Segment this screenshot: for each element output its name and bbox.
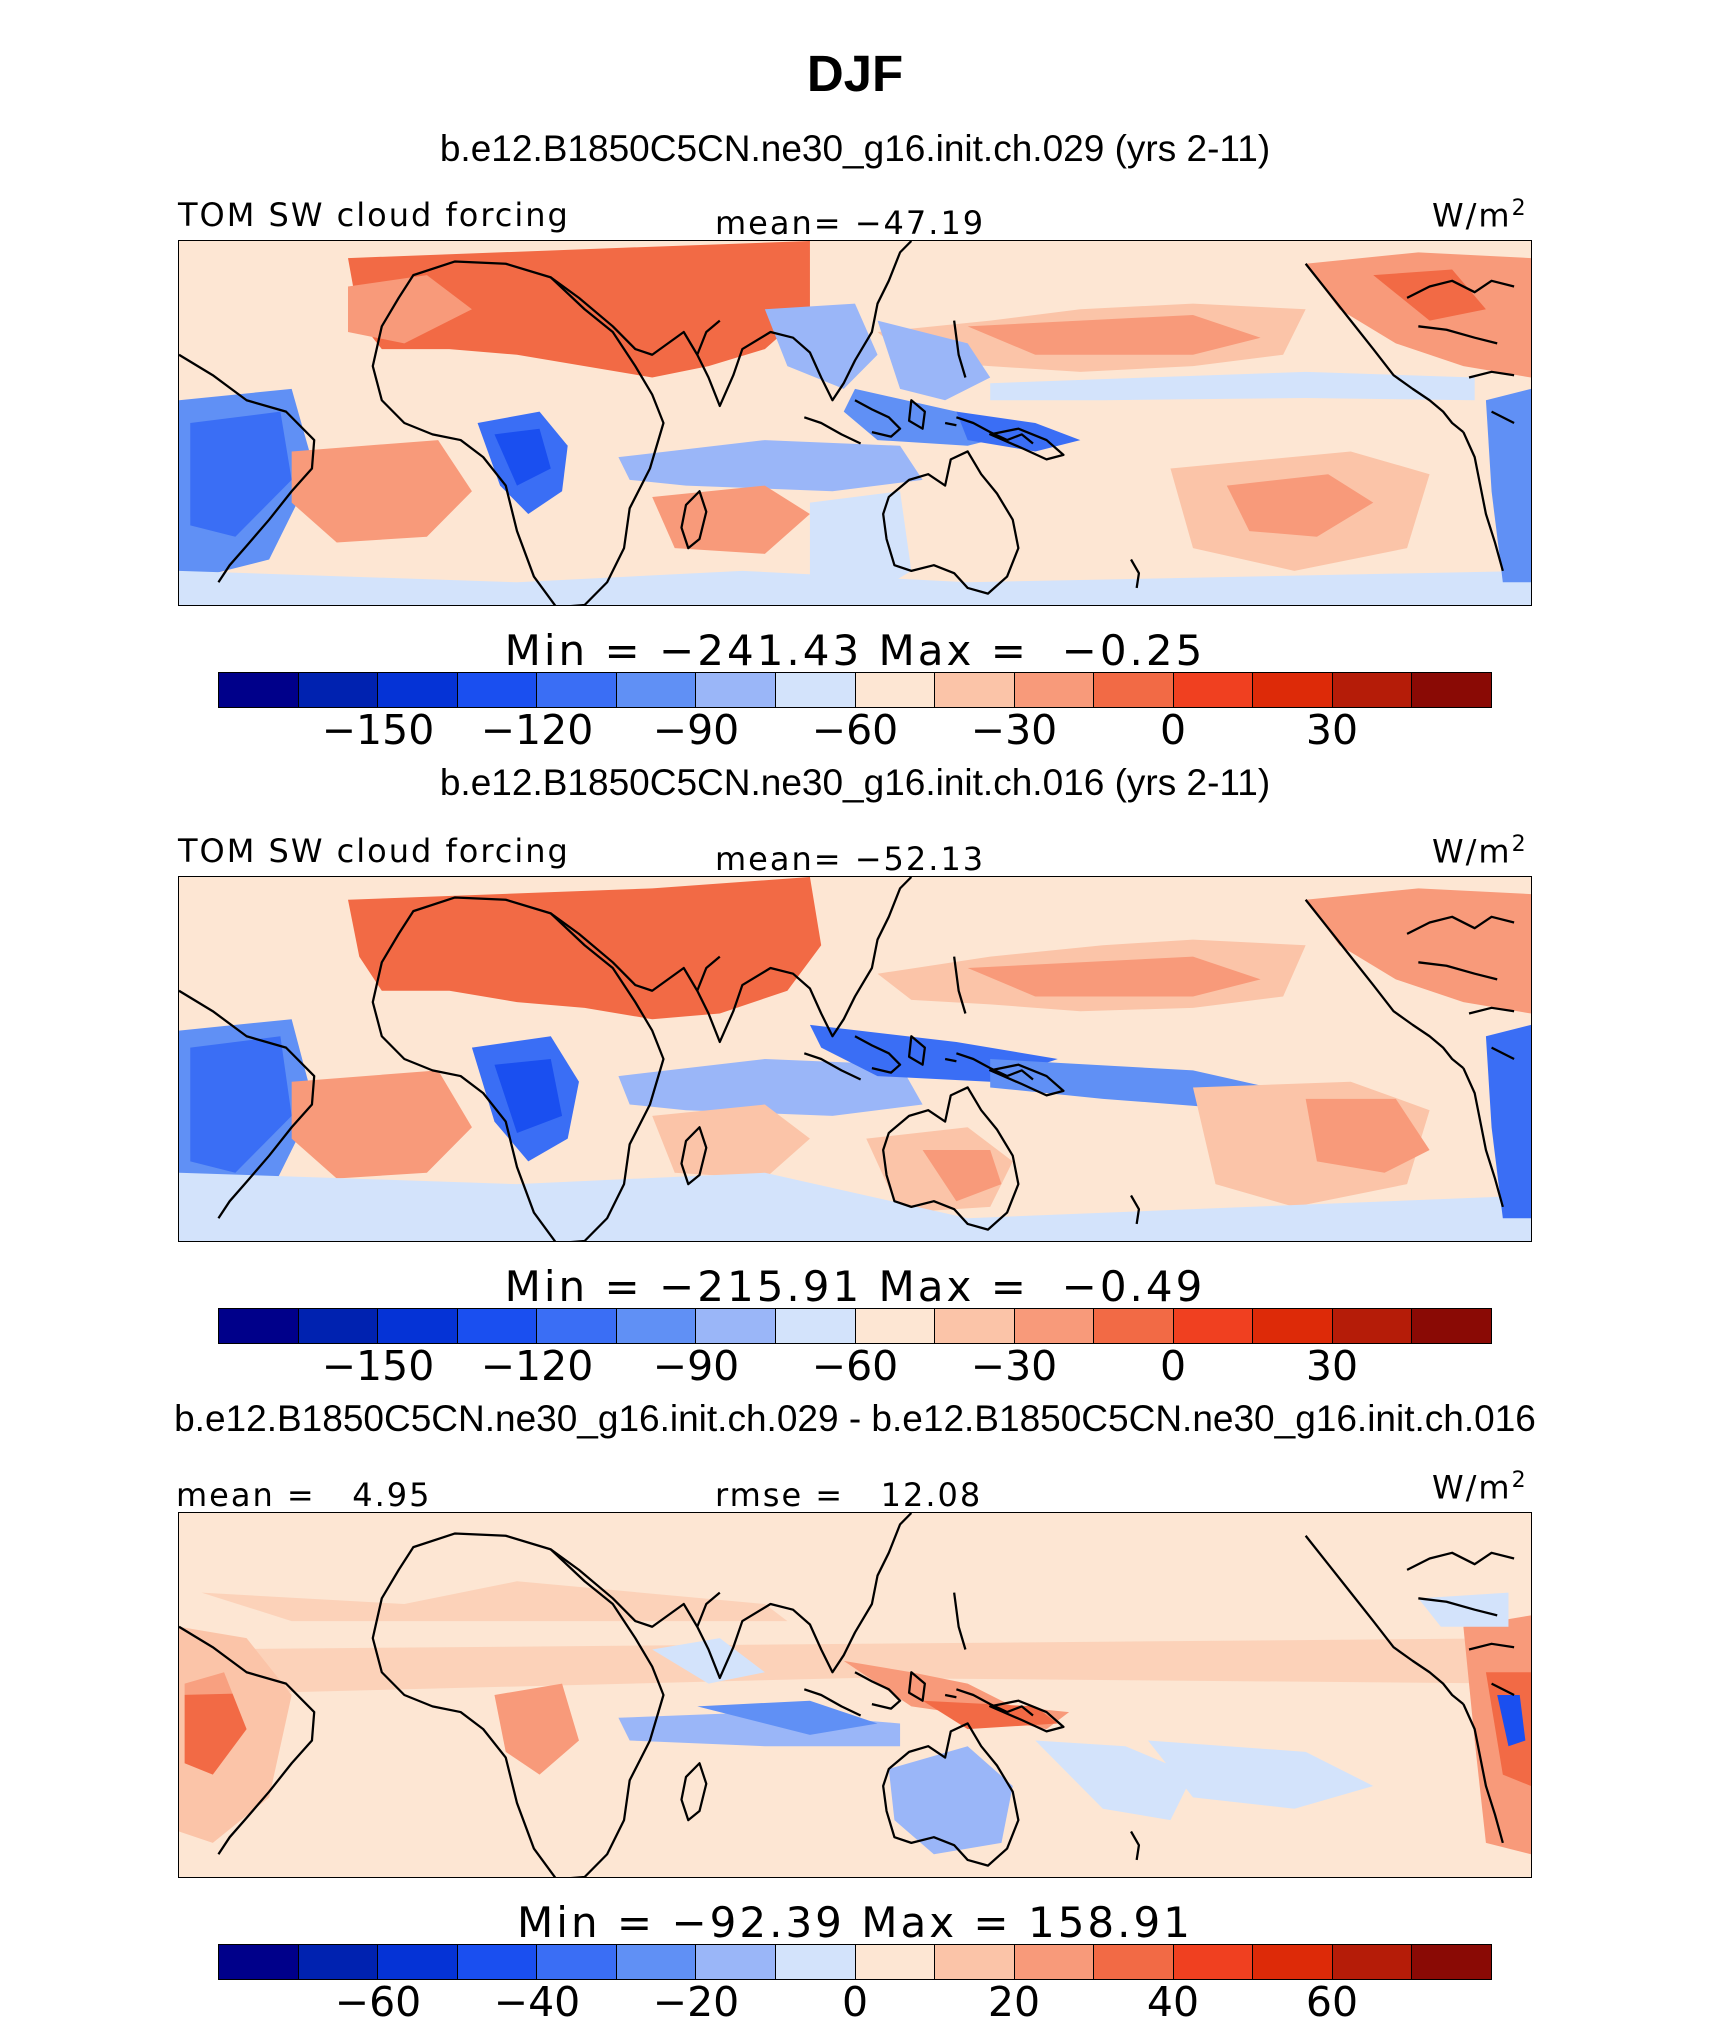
panel-1-subtitle: b.e12.B1850C5CN.ne30_g16.init.ch.029 (yr…: [439, 128, 1271, 169]
colorbar-swatch: [457, 673, 538, 707]
panel-1-units: W/m2: [1432, 196, 1528, 235]
colorbar-swatch: [775, 673, 856, 707]
panel-2-mean-label: mean= −52.13: [715, 840, 986, 878]
panel-2-tick: 0: [1159, 1342, 1187, 1390]
colorbar-swatch: [219, 1309, 299, 1343]
colorbar-swatch: [378, 1945, 458, 1979]
panel-2-tick: −60: [811, 1342, 899, 1390]
page-title: DJF: [806, 45, 904, 102]
colorbar-swatch: [696, 673, 776, 707]
panel-1-tick: −60: [811, 706, 899, 754]
colorbar-swatch: [1094, 1945, 1174, 1979]
colorbar-swatch: [1094, 1309, 1174, 1343]
panel-2-units: W/m2: [1432, 832, 1528, 871]
panel-2-tick: −150: [321, 1342, 435, 1390]
colorbar-swatch: [1173, 1945, 1254, 1979]
colorbar-swatch: [1014, 673, 1095, 707]
colorbar-swatch: [219, 1945, 299, 1979]
colorbar-swatch: [855, 1309, 936, 1343]
colorbar-swatch: [1014, 1309, 1095, 1343]
panel-1-map: [178, 240, 1532, 606]
panel-2-tick: 30: [1305, 1342, 1359, 1390]
panel-1-tick: −30: [970, 706, 1058, 754]
colorbar-swatch: [1094, 673, 1174, 707]
panel-3-tick: −40: [493, 1978, 581, 2026]
colorbar-swatch: [1332, 1309, 1413, 1343]
colorbar-swatch: [298, 673, 379, 707]
colorbar-swatch: [696, 1309, 776, 1343]
colorbar-swatch: [219, 673, 299, 707]
panel-1-tick: −90: [652, 706, 740, 754]
panel-2-field-label: TOM SW cloud forcing: [178, 832, 570, 870]
panel-3-subtitle: b.e12.B1850C5CN.ne30_g16.init.ch.029 - b…: [174, 1398, 1536, 1439]
panel-1-minmax: Min = −241.43 Max = −0.25: [504, 626, 1206, 675]
colorbar-swatch: [855, 673, 936, 707]
colorbar-swatch: [1014, 1945, 1095, 1979]
panel-2-tick: −30: [970, 1342, 1058, 1390]
colorbar-swatch: [855, 1945, 936, 1979]
colorbar-swatch: [1332, 1945, 1413, 1979]
colorbar-swatch: [1253, 1309, 1333, 1343]
colorbar-swatch: [537, 1945, 617, 1979]
panel-2-minmax: Min = −215.91 Max = −0.49: [504, 1262, 1206, 1311]
colorbar-swatch: [696, 1945, 776, 1979]
colorbar-swatch: [378, 673, 458, 707]
colorbar-swatch: [1173, 1309, 1254, 1343]
colorbar-swatch: [537, 1309, 617, 1343]
colorbar-swatch: [775, 1309, 856, 1343]
panel-1-tick: 30: [1305, 706, 1359, 754]
colorbar-swatch: [1412, 1309, 1491, 1343]
colorbar-swatch: [537, 673, 617, 707]
panel-1-mean-label: mean= −47.19: [715, 204, 986, 242]
panel-2-map: [178, 876, 1532, 1242]
colorbar-swatch: [1412, 673, 1491, 707]
colorbar-swatch: [1412, 1945, 1491, 1979]
colorbar-swatch: [616, 1945, 697, 1979]
panel-3-tick: 60: [1305, 1978, 1359, 2026]
colorbar-swatch: [616, 673, 697, 707]
colorbar-swatch: [935, 1309, 1015, 1343]
panel-3-tick: 20: [987, 1978, 1041, 2026]
colorbar-swatch: [1253, 1945, 1333, 1979]
panel-2-colorbar: [218, 1308, 1492, 1344]
panel-3-minmax: Min = −92.39 Max = 158.91: [517, 1898, 1193, 1947]
colorbar-swatch: [457, 1309, 538, 1343]
panel-3-tick: −60: [334, 1978, 422, 2026]
panel-3-tick: 40: [1146, 1978, 1200, 2026]
colorbar-swatch: [616, 1309, 697, 1343]
panel-3-rmse-label: rmse = 12.08: [715, 1476, 983, 1514]
panel-3-colorbar: [218, 1944, 1492, 1980]
colorbar-swatch: [298, 1309, 379, 1343]
colorbar-swatch: [378, 1309, 458, 1343]
panel-3-units: W/m2: [1432, 1468, 1528, 1507]
colorbar-swatch: [935, 673, 1015, 707]
panel-1-tick: −120: [480, 706, 594, 754]
colorbar-swatch: [1332, 673, 1413, 707]
panel-2-tick: −120: [480, 1342, 594, 1390]
colorbar-swatch: [775, 1945, 856, 1979]
colorbar-swatch: [1253, 673, 1333, 707]
panel-1-tick: −150: [321, 706, 435, 754]
panel-1-field-label: TOM SW cloud forcing: [178, 196, 570, 234]
panel-3-mean-label: mean = 4.95: [176, 1476, 432, 1514]
panel-3-tick: 0: [841, 1978, 869, 2026]
panel-3-tick: −20: [652, 1978, 740, 2026]
panel-2-tick: −90: [652, 1342, 740, 1390]
colorbar-swatch: [1173, 673, 1254, 707]
panel-1-colorbar: [218, 672, 1492, 708]
panel-1-tick: 0: [1159, 706, 1187, 754]
colorbar-swatch: [457, 1945, 538, 1979]
colorbar-swatch: [298, 1945, 379, 1979]
panel-3-map: [178, 1512, 1532, 1878]
panel-2-subtitle: b.e12.B1850C5CN.ne30_g16.init.ch.016 (yr…: [439, 762, 1271, 803]
colorbar-swatch: [935, 1945, 1015, 1979]
